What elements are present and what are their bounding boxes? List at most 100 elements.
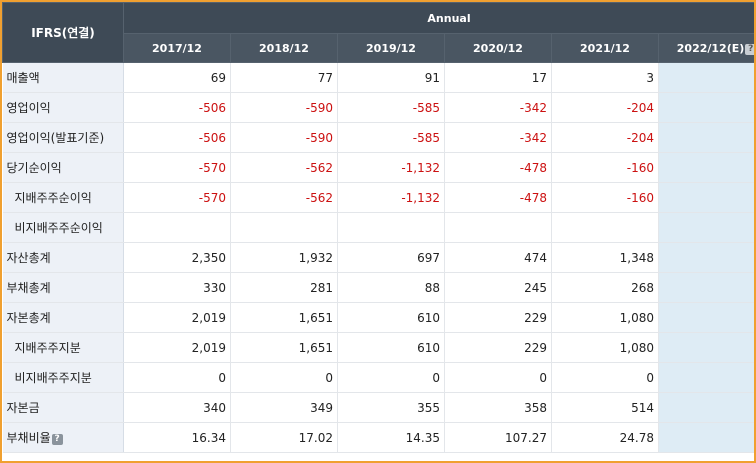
value-cell: 697 [337,242,445,273]
row-label-cell: 자본금 [2,392,124,423]
value-cell: 107.27 [444,422,552,453]
row-label-cell: 비지배주주순이익 [2,212,124,243]
row-label: 당기순이익 [6,161,62,175]
row-label: 영업이익(발표기준) [6,131,105,145]
value-cell: 610 [337,302,445,333]
value-cell: -478 [444,152,552,183]
value-cell: 229 [444,302,552,333]
estimate-year-header: 2022/12(E)? [657,33,754,63]
value-cell: 3 [551,62,659,93]
value-cell [123,212,231,243]
value-cell [551,212,659,243]
value-cell: -1,132 [337,182,445,213]
value-cell: -204 [551,122,659,153]
value-cell: 1,348 [551,242,659,273]
header-row-years: 2017/12 2018/12 2019/12 2020/12 2021/12 … [3,33,754,63]
help-icon[interactable]: ? [51,434,63,445]
year-header: 2020/12 [444,33,552,63]
table-row: 지배주주지분 2,019 1,651 610 229 1,080 [2,332,754,363]
row-label-cell: 부채비율? [2,422,124,453]
value-cell: -590 [230,92,338,123]
value-cell: 1,080 [551,302,659,333]
value-cell: 358 [444,392,552,423]
table-row: 비지배주주지분 0 0 0 0 0 [2,362,754,393]
estimate-cell [658,242,754,273]
estimate-cell [658,392,754,423]
annual-header: Annual [122,2,754,34]
value-cell: -506 [123,122,231,153]
row-label: 자본총계 [6,311,51,325]
standard-header: IFRS(연결) [2,2,124,63]
financial-table: IFRS(연결) Annual 2017/12 2018/12 2019/12 … [2,2,754,453]
help-icon[interactable]: ? [745,43,754,55]
row-label-cell: 지배주주지분 [2,332,124,363]
value-cell: 1,651 [230,332,338,363]
value-cell [230,212,338,243]
value-cell: -342 [444,122,552,153]
value-cell [444,212,552,243]
year-header: 2021/12 [551,33,659,63]
estimate-cell [658,62,754,93]
table-row: 당기순이익 -570 -562 -1,132 -478 -160 [2,152,754,183]
value-cell: 91 [337,62,445,93]
row-label-cell: 자본총계 [2,302,124,333]
value-cell: -342 [444,92,552,123]
table-row: 자본총계 2,019 1,651 610 229 1,080 [2,302,754,333]
value-cell: 24.78 [551,422,659,453]
estimate-cell [658,122,754,153]
value-cell: 2,019 [123,332,231,363]
row-label: 지배주주순이익 [14,191,92,205]
value-cell: -570 [123,152,231,183]
estimate-cell [658,422,754,453]
value-cell: 14.35 [337,422,445,453]
value-cell: 2,019 [123,302,231,333]
value-cell: 610 [337,332,445,363]
table-row: 매출액 69 77 91 17 3 [2,62,754,93]
row-label-cell: 영업이익 [2,92,124,123]
row-label: 영업이익 [6,101,51,115]
table-row: 부채총계 330 281 88 245 268 [2,272,754,303]
table-row: 자산총계 2,350 1,932 697 474 1,348 [2,242,754,273]
value-cell: 17.02 [230,422,338,453]
estimate-cell [658,302,754,333]
row-label-cell: 당기순이익 [2,152,124,183]
table-row: 부채비율? 16.34 17.02 14.35 107.27 24.78 [2,422,754,453]
estimate-cell [658,152,754,183]
value-cell: -1,132 [337,152,445,183]
value-cell: 0 [230,362,338,393]
value-cell: -160 [551,152,659,183]
estimate-cell [658,272,754,303]
table-row: 자본금 340 349 355 358 514 [2,392,754,423]
value-cell: -204 [551,92,659,123]
value-cell: 1,932 [230,242,338,273]
row-label-cell: 비지배주주지분 [2,362,124,393]
value-cell: 474 [444,242,552,273]
estimate-cell [658,92,754,123]
estimate-cell [658,362,754,393]
header-row-group: IFRS(연결) Annual [2,2,754,63]
table-row: 영업이익(발표기준) -506 -590 -585 -342 -204 [2,122,754,153]
value-cell: -585 [337,92,445,123]
value-cell: -160 [551,182,659,213]
value-cell: 1,651 [230,302,338,333]
value-cell: 268 [551,272,659,303]
table-row: 비지배주주순이익 [2,212,754,243]
value-cell: 245 [444,272,552,303]
value-cell: 1,080 [551,332,659,363]
value-cell: 514 [551,392,659,423]
row-label: 부채총계 [6,281,51,295]
row-label-cell: 매출액 [2,62,124,93]
value-cell: 281 [230,272,338,303]
value-cell: -562 [230,152,338,183]
row-label: 자본금 [6,401,40,415]
value-cell: 0 [123,362,231,393]
value-cell: 0 [444,362,552,393]
row-label-cell: 지배주주순이익 [2,182,124,213]
estimate-cell [658,182,754,213]
value-cell: -570 [123,182,231,213]
value-cell: -506 [123,92,231,123]
year-header: 2017/12 [123,33,231,63]
value-cell: 77 [230,62,338,93]
row-label-cell: 부채총계 [2,272,124,303]
value-cell: 17 [444,62,552,93]
